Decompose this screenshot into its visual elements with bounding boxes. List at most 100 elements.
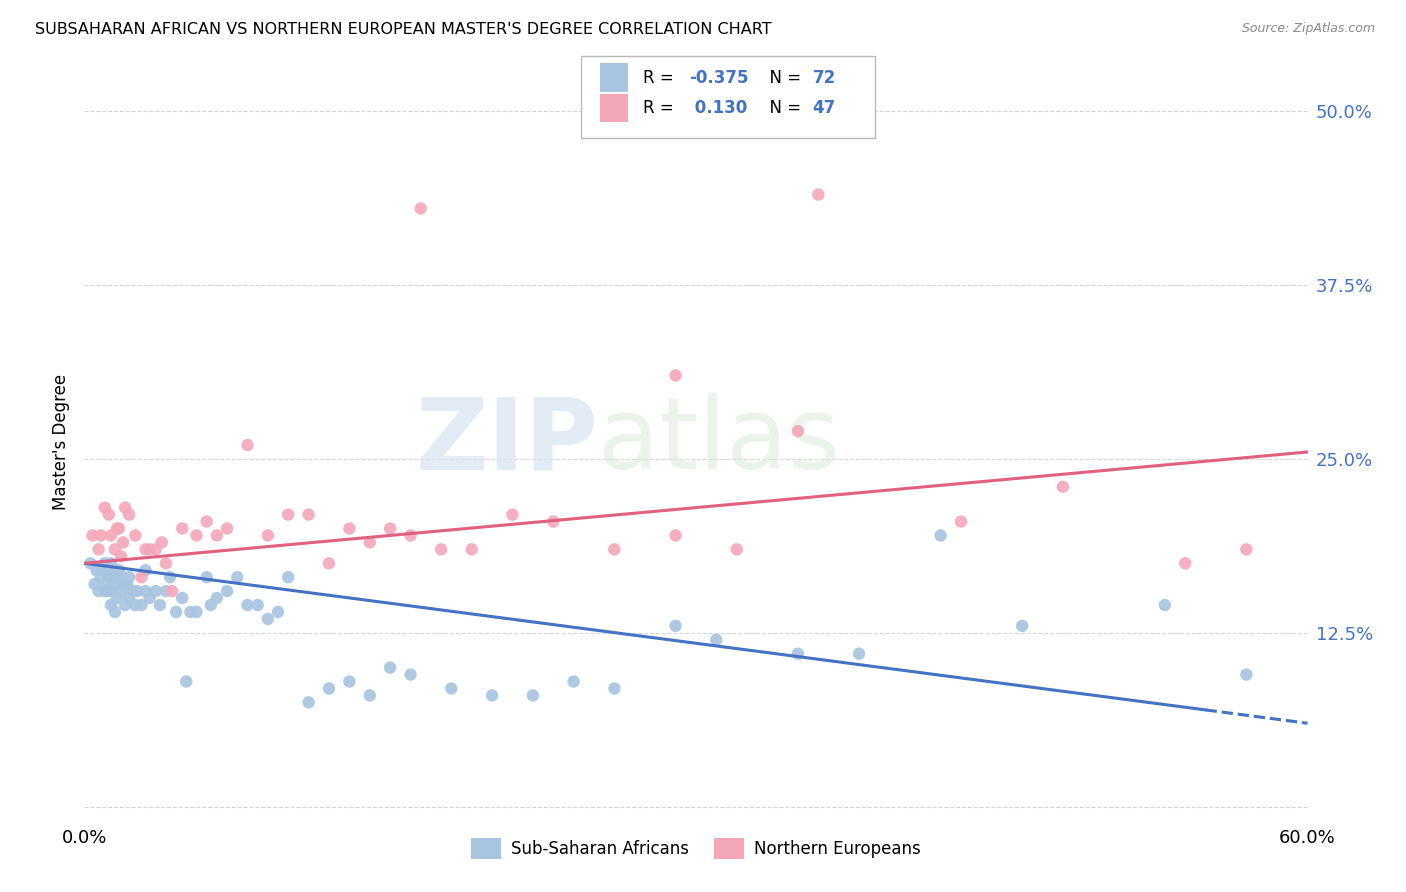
Point (82, 528, 104, 542)
Point (96, 563, 118, 577)
Point (195, 515, 218, 529)
Point (155, 556, 177, 570)
Point (86, 563, 108, 577)
Point (1174, 556, 1197, 570)
Text: Source: ZipAtlas.com: Source: ZipAtlas.com (1241, 22, 1375, 36)
Point (603, 542, 626, 557)
Point (848, 647, 870, 661)
Text: R =: R = (643, 99, 683, 117)
Point (105, 521, 128, 535)
Point (380, 521, 402, 535)
Point (104, 570, 127, 584)
Point (359, 689, 381, 703)
Point (79, 556, 101, 570)
Point (105, 577, 128, 591)
Point (399, 667, 422, 681)
Point (155, 584, 177, 599)
Point (543, 515, 565, 529)
Text: atlas: atlas (598, 393, 839, 490)
Point (135, 542, 157, 557)
Point (138, 591, 160, 605)
Point (186, 605, 208, 619)
Point (96, 577, 118, 591)
Point (105, 591, 128, 605)
Point (236, 438, 259, 452)
Point (430, 542, 453, 557)
Text: ZIP: ZIP (415, 393, 598, 490)
Point (150, 535, 173, 549)
Point (725, 542, 748, 557)
Point (97, 570, 120, 584)
Point (1011, 619, 1033, 633)
Point (186, 528, 208, 542)
Point (118, 508, 141, 522)
Point (807, 187, 830, 202)
Point (706, 632, 728, 647)
Point (91, 563, 114, 577)
Point (93, 556, 115, 570)
Point (298, 508, 321, 522)
Point (112, 577, 135, 591)
Point (138, 542, 160, 557)
Point (83, 577, 105, 591)
Point (929, 528, 952, 542)
Point (97, 584, 120, 599)
Point (131, 570, 153, 584)
Point (787, 647, 810, 661)
Point (787, 424, 810, 438)
Point (110, 549, 132, 564)
Point (236, 598, 259, 612)
Text: SUBSAHARAN AFRICAN VS NORTHERN EUROPEAN MASTER'S DEGREE CORRELATION CHART: SUBSAHARAN AFRICAN VS NORTHERN EUROPEAN … (35, 22, 772, 37)
Point (87, 584, 110, 599)
Point (399, 528, 422, 542)
Point (298, 695, 321, 709)
Point (226, 570, 249, 584)
Point (665, 528, 688, 542)
Point (267, 605, 290, 619)
Text: 0.130: 0.130 (689, 99, 747, 117)
Point (100, 556, 122, 570)
Y-axis label: Master's Degree: Master's Degree (52, 374, 70, 509)
Point (502, 508, 524, 522)
Point (93, 500, 115, 515)
Point (112, 535, 135, 549)
Point (522, 689, 544, 703)
Point (1236, 667, 1258, 681)
Point (172, 591, 194, 605)
Point (217, 521, 239, 535)
Point (124, 598, 146, 612)
Point (174, 674, 197, 689)
Point (179, 605, 201, 619)
Point (359, 535, 381, 549)
Text: 47: 47 (813, 99, 837, 117)
Point (131, 598, 153, 612)
Point (93, 584, 115, 599)
Point (603, 681, 626, 696)
Point (101, 584, 124, 599)
Point (165, 605, 187, 619)
Point (100, 598, 122, 612)
Point (135, 584, 157, 599)
Point (115, 577, 138, 591)
Point (108, 563, 131, 577)
Point (1236, 542, 1258, 557)
Point (135, 563, 157, 577)
Point (118, 570, 141, 584)
Point (104, 605, 127, 619)
Point (440, 681, 463, 696)
Point (339, 521, 361, 535)
Point (257, 612, 280, 626)
Text: -0.375: -0.375 (689, 69, 748, 87)
Text: N =: N = (759, 69, 807, 87)
Point (481, 689, 503, 703)
Text: N =: N = (759, 99, 807, 117)
Point (205, 591, 228, 605)
Point (110, 570, 132, 584)
Point (104, 542, 127, 557)
Legend: Sub-Saharan Africans, Northern Europeans: Sub-Saharan Africans, Northern Europeans (464, 831, 928, 865)
Point (87, 542, 110, 557)
Point (108, 521, 131, 535)
Point (97, 508, 120, 522)
Point (100, 528, 122, 542)
Point (665, 368, 688, 383)
